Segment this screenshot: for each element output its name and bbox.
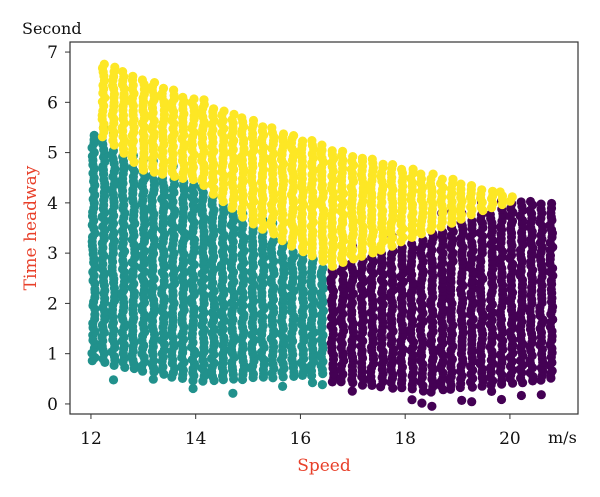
y-tick-label: 4	[47, 194, 58, 214]
data-point	[189, 94, 199, 104]
data-point	[169, 85, 179, 95]
data-point	[158, 83, 169, 93]
data-point	[269, 236, 279, 246]
x-axis-ticks: 12 14 16 18 20	[80, 414, 521, 449]
data-point	[327, 146, 337, 156]
data-point	[457, 395, 467, 405]
data-point	[417, 398, 427, 408]
data-point	[496, 394, 507, 405]
plot-frame	[69, 41, 579, 415]
data-point	[258, 122, 268, 132]
data-point	[148, 374, 158, 384]
x-tick-label: 12	[80, 429, 102, 449]
data-point	[536, 390, 546, 400]
data-point	[317, 140, 327, 150]
data-point	[407, 239, 417, 249]
data-point	[209, 104, 219, 114]
data-point	[388, 160, 398, 170]
y-tick-label: 0	[47, 395, 58, 415]
data-point	[547, 198, 557, 209]
data-point	[495, 187, 505, 197]
data-point	[99, 59, 109, 69]
data-point	[228, 388, 238, 398]
data-point	[456, 179, 466, 189]
data-point	[108, 375, 119, 385]
data-point	[267, 123, 277, 133]
y-tick-label: 5	[47, 144, 58, 164]
data-point	[516, 390, 527, 401]
data-point	[199, 95, 209, 105]
data-point	[298, 136, 308, 146]
data-point	[378, 159, 388, 169]
data-point	[188, 383, 198, 394]
data-point	[536, 199, 546, 209]
data-point	[229, 109, 239, 119]
data-point	[488, 186, 498, 196]
data-point	[278, 129, 289, 139]
data-point	[448, 174, 458, 184]
data-point	[485, 210, 495, 220]
data-point	[477, 185, 487, 195]
scatter-points	[87, 59, 558, 411]
data-point	[467, 397, 477, 407]
data-point	[487, 386, 497, 396]
data-point	[118, 67, 128, 77]
y-tick-label: 2	[47, 294, 58, 314]
y-axis-label: Time headway	[21, 165, 41, 290]
data-point	[416, 169, 426, 179]
data-point	[318, 263, 328, 273]
data-point	[367, 154, 377, 164]
data-point	[178, 92, 188, 102]
data-point	[357, 153, 367, 163]
data-point	[427, 401, 437, 411]
x-axis-label: Speed	[297, 456, 351, 476]
data-point	[397, 164, 407, 174]
data-point	[110, 62, 120, 72]
data-point	[428, 169, 438, 179]
y-tick-label: 1	[47, 345, 58, 365]
y-axis-unit: Second	[22, 19, 82, 38]
data-point	[307, 136, 317, 146]
data-point	[516, 197, 526, 207]
y-tick-label: 6	[47, 93, 58, 113]
data-point	[317, 380, 327, 390]
data-point	[525, 196, 536, 207]
data-point	[466, 181, 477, 191]
data-point	[289, 131, 299, 141]
y-tick-label: 7	[47, 43, 58, 63]
data-point	[278, 381, 288, 391]
data-point	[347, 386, 357, 396]
data-point	[89, 130, 99, 140]
data-point	[237, 113, 247, 123]
data-point	[137, 75, 147, 85]
data-point	[507, 192, 517, 202]
y-tick-label: 3	[47, 244, 58, 264]
data-point	[437, 174, 447, 184]
data-point	[407, 395, 417, 405]
x-tick-label: 20	[499, 429, 521, 449]
data-point	[348, 152, 358, 162]
data-point	[338, 146, 348, 156]
x-axis-unit: m/s	[548, 428, 577, 447]
x-tick-label: 16	[290, 429, 312, 449]
data-point	[307, 378, 318, 388]
data-point	[248, 115, 259, 126]
x-tick-label: 18	[394, 429, 416, 449]
data-point	[408, 164, 418, 174]
x-tick-label: 14	[185, 429, 207, 449]
data-point	[149, 78, 160, 88]
y-axis-ticks: 0 1 2 3 4 5 6 7	[47, 43, 70, 415]
data-point	[128, 71, 138, 81]
data-point	[219, 106, 229, 116]
